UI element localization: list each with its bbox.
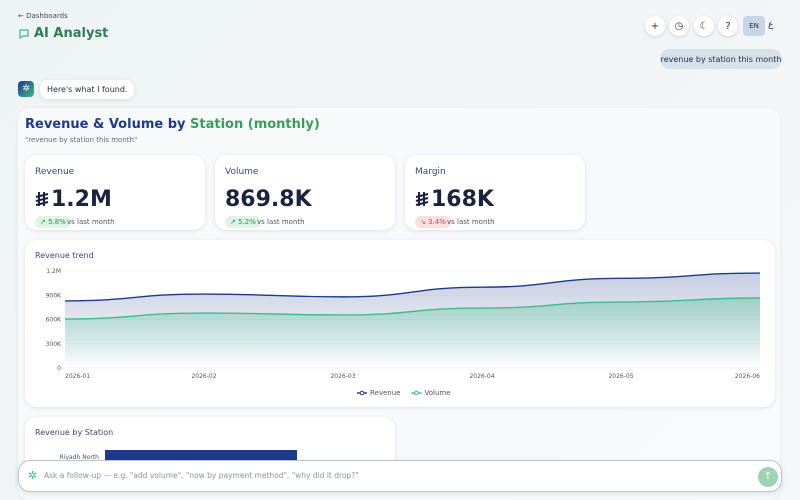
kpi-change: ↗ 5.8%	[35, 216, 71, 228]
title-highlight: Station (monthly)	[190, 117, 320, 132]
currency-icon	[415, 192, 429, 206]
x-tick-label: 2026-04	[469, 373, 494, 380]
help-button[interactable]: ?	[718, 16, 738, 36]
x-tick-label: 2026-02	[191, 373, 216, 380]
x-tick-label: 2026-01	[65, 373, 90, 380]
chat-icon	[19, 29, 29, 40]
station-label: Riyadh North	[59, 454, 99, 461]
kpi-note: vs last month	[67, 218, 115, 226]
series-line	[64, 272, 761, 302]
kpi-note: vs last month	[257, 218, 305, 226]
x-tick-label: 2026-03	[330, 373, 355, 380]
legend-dot	[359, 390, 365, 396]
kpi-label: Margin	[415, 167, 446, 177]
y-tick-label: 900K	[46, 292, 62, 299]
assistant-message: Here's what I found.	[40, 80, 135, 99]
y-tick-label: 0	[57, 365, 61, 372]
y-tick-label: 1.2M	[46, 268, 61, 275]
legend-label: Revenue	[370, 389, 401, 397]
new-button[interactable]: +	[645, 16, 665, 36]
assistant-avatar: ✲	[18, 81, 34, 97]
lang-ar[interactable]: ع	[768, 20, 774, 30]
area	[65, 297, 760, 368]
currency-glyph	[35, 192, 49, 206]
user-message: revenue by station this month	[660, 49, 782, 69]
back-link[interactable]: ← Dashboards	[18, 12, 68, 20]
kpi-card: Revenue 1.2M ↗ 5.8% vs last month	[25, 155, 205, 230]
theme-button[interactable]: ☾	[694, 16, 714, 36]
kpi-change: ↗ 5.2%	[225, 216, 261, 228]
kpi-card: Margin 168K ↘ 3.4% vs last month	[405, 155, 585, 230]
chart-title: Revenue trend	[35, 251, 94, 260]
currency-glyph	[415, 192, 429, 206]
history-button[interactable]: ◷	[669, 16, 689, 36]
trend-card: Revenue trend 0 300K 600K 900K 1.2M 2026-01 20…	[25, 240, 775, 407]
series-line	[64, 297, 761, 320]
kpi-value: 168K	[431, 187, 494, 212]
kpi-value: 869.8K	[225, 187, 312, 212]
kpi-card: Volume 869.8K ↗ 5.2% vs last month	[215, 155, 395, 230]
kpi-change: ↘ 3.4%	[415, 216, 451, 228]
x-tick-label: 2026-06	[735, 373, 760, 380]
title-main: Revenue & Volume by	[25, 117, 186, 132]
report-subtitle: "revenue by station this month"	[25, 136, 138, 144]
line-chart: Revenue trend 0 300K 600K 900K 1.2M 2026-01 20…	[35, 251, 761, 397]
legend-label: Volume	[425, 389, 451, 397]
kpi-label: Revenue	[35, 167, 75, 177]
lang-en[interactable]: EN	[743, 16, 765, 36]
sparkle-icon: ✲	[28, 469, 38, 482]
input-placeholder: Ask a follow-up — e.g. "add volume", "no…	[44, 471, 359, 480]
report-title: Revenue & Volume by Station (monthly)	[25, 117, 320, 132]
send-button[interactable]: ↑	[758, 467, 778, 487]
y-tick-label: 300K	[46, 341, 62, 348]
kpi-value: 1.2M	[51, 187, 112, 212]
y-tick-label: 600K	[46, 317, 62, 324]
x-tick-label: 2026-05	[608, 373, 633, 380]
kpi-label: Volume	[225, 167, 259, 177]
chat-input[interactable]: ✲ Ask a follow-up — e.g. "add volume", "…	[18, 460, 782, 492]
kpi-note: vs last month	[447, 218, 495, 226]
currency-icon	[35, 192, 49, 206]
station-title: Revenue by Station	[35, 428, 114, 437]
app-title: AI Analyst	[34, 26, 109, 41]
legend-dot	[414, 390, 419, 396]
